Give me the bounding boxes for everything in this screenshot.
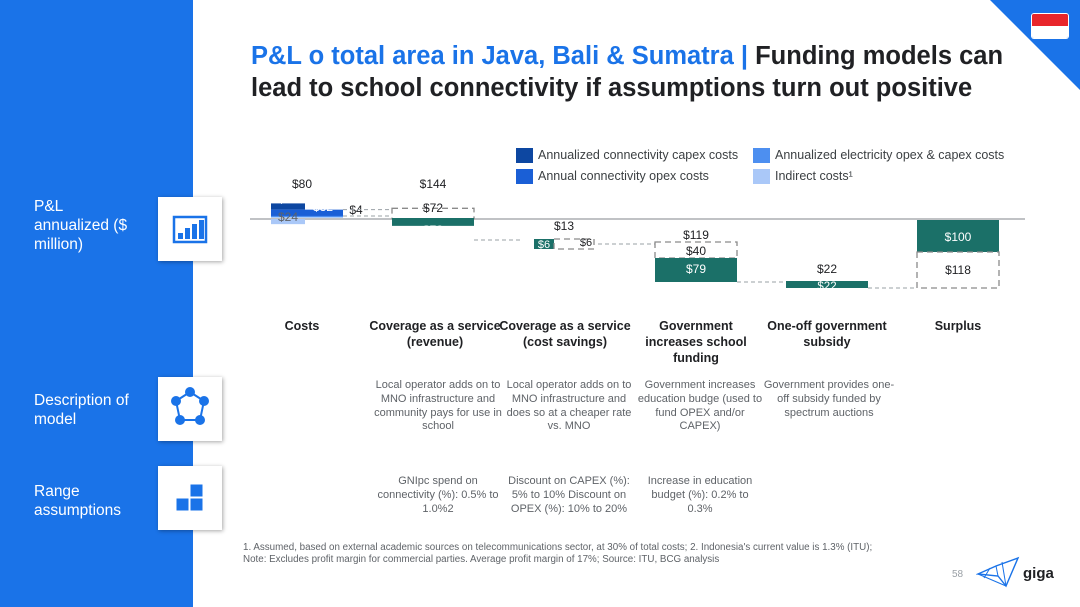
bar-chart-icon xyxy=(158,197,222,261)
row-label-range: Range assumptions xyxy=(34,483,122,519)
assumption-revenue: GNIpc spend on connectivity (%): 0.5% to… xyxy=(377,475,499,515)
giga-logo-icon xyxy=(976,556,1020,588)
cost-savings-value-label: $6 xyxy=(538,239,550,251)
network-icon xyxy=(158,377,222,441)
bar-revenue xyxy=(392,218,474,226)
bar-segment-indirect xyxy=(271,219,305,225)
costs-total-label: $80 xyxy=(292,177,312,191)
giga-logo-text: giga xyxy=(1023,565,1054,582)
blocks-icon xyxy=(158,466,222,530)
subsidy-top-label: $22 xyxy=(817,262,837,276)
government-value-label: $79 xyxy=(686,262,706,276)
indonesia-flag-icon xyxy=(1032,14,1068,38)
description-revenue: Local operator adds on to MNO infrastruc… xyxy=(374,379,502,433)
revenue-gap-label: $72 xyxy=(423,201,443,215)
assumption-government-funding: Increase in education budget (%): 0.2% t… xyxy=(647,475,753,515)
bar-subsidy xyxy=(786,281,868,288)
page-number: 58 xyxy=(952,569,964,580)
bar-segment-electricity xyxy=(271,215,343,218)
subsidy-value-label: $22 xyxy=(817,281,836,293)
revenue-value-label: $72 xyxy=(423,223,443,237)
bar-segment-opex xyxy=(271,209,343,217)
category-subsidy: One-off government subsidy xyxy=(767,319,887,349)
description-subsidy: Government provides one-off subsidy fund… xyxy=(763,379,895,419)
surplus-potential-label: $118 xyxy=(945,263,971,277)
row-label-pl: P&L annualized ($ million) xyxy=(34,198,128,253)
potential-box-government xyxy=(654,241,738,259)
opex-value-label: $32 xyxy=(313,200,333,214)
revenue-potential-label: $144 xyxy=(420,177,447,191)
assumption-cost-savings: Discount on CAPEX (%): 5% to 10% Discoun… xyxy=(508,475,630,515)
bar-cost-savings xyxy=(534,239,554,249)
bar-government-funding xyxy=(655,258,737,282)
cost-savings-potential-label: $13 xyxy=(554,219,574,233)
category-government-funding: Government increases school funding xyxy=(645,319,747,365)
potential-box-surplus xyxy=(916,251,1000,289)
category-surplus: Surplus xyxy=(934,319,982,333)
description-cost-savings: Local operator adds on to MNO infrastruc… xyxy=(506,379,632,433)
footnotes: 1. Assumed, based on external academic s… xyxy=(243,542,873,565)
capex-value-label: $20 xyxy=(278,192,298,206)
row-label-description: Description of model xyxy=(34,392,129,428)
page-title: P&L o total area in Java, Bali & Sumatra… xyxy=(251,42,1004,102)
potential-box-cost-savings xyxy=(553,238,595,250)
bar-segment-capex xyxy=(271,203,305,210)
indirect-value-label: $24 xyxy=(278,210,298,224)
cost-savings-gap-label: $6 xyxy=(580,237,592,249)
description-government-funding: Government increases education budge (us… xyxy=(637,379,763,433)
electricity-value-label: $4 xyxy=(349,203,363,217)
surplus-value-label: $100 xyxy=(945,230,972,244)
category-revenue: Coverage as a service (revenue) xyxy=(369,319,501,349)
government-gap-label: $40 xyxy=(686,244,706,258)
government-potential-label: $119 xyxy=(683,228,709,242)
category-costs: Costs xyxy=(284,319,320,333)
bar-surplus xyxy=(917,220,999,252)
category-cost-savings: Coverage as a service (cost savings) xyxy=(499,319,631,349)
